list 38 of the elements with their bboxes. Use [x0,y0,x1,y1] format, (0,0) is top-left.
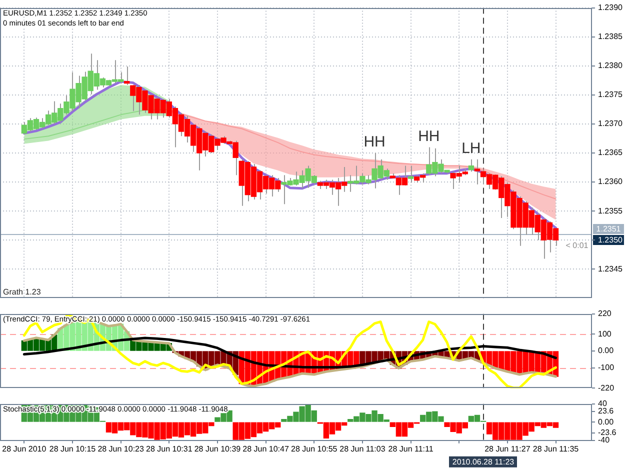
y-tick-label: 1.2345 [598,264,624,274]
y-tick-label: 1.2380 [598,61,624,70]
x-tick-label: 28 Jun 10:23 [98,444,144,454]
y-tick-label: -100 [598,363,615,372]
y-tick-label: 100 [598,329,612,338]
annotation: LH [462,140,481,158]
x-tick-label: 28 Jun 10:31 [146,444,193,454]
y-tick-label: 1.2365 [598,148,624,158]
y-tick-label: 0.00 [598,346,614,356]
x-tick-label: 28 Jun 10:47 [242,444,290,454]
y-tick-label: -220 [598,383,615,392]
x-tick-label: 28 Jun 10:39 [194,444,242,454]
y-tick-label: 40 [598,399,608,408]
ref-line-label: 1.2351 [596,224,622,234]
y-tick-label: -40 [598,436,610,445]
x-tick-label: 28 Jun 10:15 [49,444,96,454]
x-tick-label: 28 Jun 11:35 [532,444,580,454]
y-tick-label: 1.2390 [598,3,624,12]
y-tick-label: 1.2355 [598,206,624,216]
annotation: < 0:01 [566,241,589,250]
y-tick-label: 1.2385 [598,32,624,42]
x-tick-label: 28 Jun 11:03 [340,444,386,454]
x-tick-label: 28 Jun 10:55 [290,444,338,454]
annotation: HH [418,128,440,145]
y-tick-label: 1.2360 [598,177,624,186]
y-tick-label: -23.6 [598,428,617,438]
x-tick-label: 28 Jun 11:27 [484,444,531,454]
x-tick-label: 28 Jun 2010 [2,444,47,454]
annotation: HH [364,134,386,151]
y-tick-label: 1.2370 [598,119,624,128]
ref-line-label: 2010.06.28 11:23 [452,458,515,467]
y-tick-label: 220 [598,309,612,318]
y-tick-label: 1.2350 [598,235,624,244]
x-tick-label: 28 Jun 11:11 [388,444,434,454]
y-tick-label: 23.6 [598,406,614,416]
y-tick-label: 0.00 [598,417,614,426]
annotation: Grath 1.23 [3,287,42,296]
y-tick-label: 1.2375 [598,90,624,100]
